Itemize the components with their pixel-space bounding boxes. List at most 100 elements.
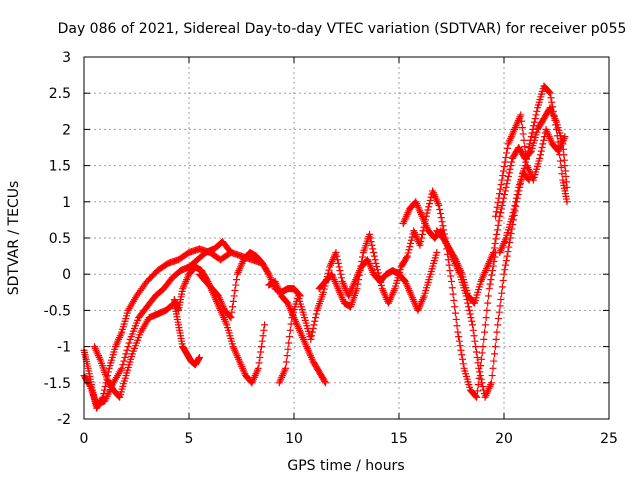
data-point <box>498 283 506 291</box>
data-point <box>425 200 433 208</box>
data-point <box>492 208 500 216</box>
data-point <box>501 158 509 166</box>
data-point <box>261 321 269 329</box>
data-point <box>553 125 560 133</box>
data-point <box>231 286 239 294</box>
data-point <box>557 163 565 171</box>
data-point <box>499 167 507 175</box>
data-point <box>491 239 499 247</box>
data-point <box>486 280 494 288</box>
data-point <box>321 377 329 385</box>
data-point <box>307 335 315 343</box>
data-point <box>337 270 345 278</box>
data-point <box>477 375 485 383</box>
data-point <box>436 205 444 213</box>
data-point <box>355 276 363 284</box>
data-point <box>492 335 500 343</box>
data-point <box>335 263 343 271</box>
data-point <box>500 270 508 278</box>
data-point <box>226 247 234 255</box>
data-point <box>124 343 132 351</box>
data-point <box>507 229 515 237</box>
data-point <box>492 212 500 220</box>
data-point <box>233 276 241 284</box>
series-arc7 <box>275 248 441 387</box>
data-point <box>545 88 553 96</box>
x-tick-label: 0 <box>80 431 89 447</box>
data-point <box>309 325 317 332</box>
data-point <box>286 326 294 334</box>
data-point <box>437 214 445 222</box>
data-point <box>497 205 505 213</box>
data-point <box>527 136 535 144</box>
data-point <box>471 337 479 345</box>
chart-title: Day 086 of 2021, Sidereal Day-to-day VTE… <box>58 21 627 37</box>
data-point <box>499 198 507 206</box>
data-point <box>319 288 327 296</box>
data-point <box>446 267 454 275</box>
data-point <box>312 314 320 322</box>
data-point <box>366 234 374 242</box>
data-point <box>550 112 558 120</box>
y-tick-label: -2 <box>57 412 71 428</box>
data-point <box>367 238 375 246</box>
data-point <box>520 136 528 144</box>
data-point <box>489 364 497 372</box>
x-tick-label: 5 <box>185 431 194 447</box>
data-point <box>531 115 539 123</box>
data-point <box>282 358 290 366</box>
data-point <box>373 266 381 274</box>
data-point <box>499 277 507 285</box>
data-point <box>403 252 411 260</box>
data-point <box>472 343 480 351</box>
data-point <box>449 290 457 298</box>
data-point <box>453 322 461 330</box>
data-point <box>508 212 516 220</box>
data-point <box>518 117 526 125</box>
data-point <box>533 107 541 115</box>
y-tick-label: -1.5 <box>44 376 71 392</box>
y-tick-label: -1 <box>57 340 71 356</box>
data-point <box>492 235 500 243</box>
data-point <box>230 292 238 300</box>
data-point <box>502 153 510 161</box>
data-point <box>493 203 501 211</box>
data-point <box>481 328 489 336</box>
y-tick-label: 0.5 <box>49 231 71 247</box>
data-point <box>424 206 432 214</box>
data-point <box>529 125 537 133</box>
y-tick-label: 3 <box>62 50 71 66</box>
data-point <box>438 218 446 226</box>
data-point <box>493 226 501 234</box>
data-point <box>439 222 447 230</box>
data-point <box>512 198 520 206</box>
data-point <box>555 144 563 152</box>
data-point <box>548 98 556 106</box>
data-point <box>491 350 499 358</box>
data-point <box>455 333 463 341</box>
data-point <box>226 313 234 321</box>
data-point <box>490 357 498 365</box>
data-point <box>354 280 362 288</box>
data-point <box>259 332 267 340</box>
data-point <box>512 194 520 202</box>
data-point <box>482 314 490 322</box>
data-point <box>123 346 131 354</box>
data-point <box>495 194 503 202</box>
data-point <box>308 332 316 340</box>
data-point <box>539 140 547 148</box>
y-tick-label: 0 <box>62 267 71 283</box>
series-arc11 <box>492 111 569 220</box>
data-point <box>377 278 385 286</box>
data-point <box>118 364 126 372</box>
data-point <box>480 335 488 343</box>
x-tick-labels: 0 5 10 15 20 25 <box>80 431 618 447</box>
data-point <box>227 248 235 256</box>
x-axis-label: GPS time / hours <box>287 458 404 474</box>
data-point <box>518 124 526 132</box>
data-point <box>497 181 505 189</box>
data-point <box>477 355 485 363</box>
data-point <box>526 140 534 148</box>
data-point <box>447 272 455 280</box>
data-point <box>532 111 540 119</box>
